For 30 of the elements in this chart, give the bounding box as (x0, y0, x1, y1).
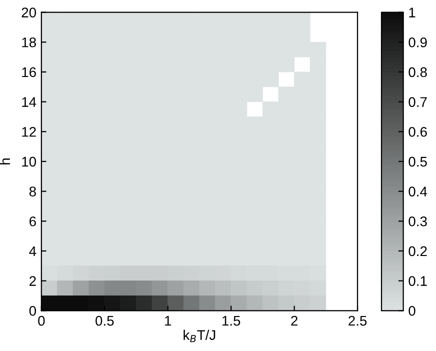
color-bar-label: 0.9 (408, 37, 427, 48)
color-bar-label: 0.1 (408, 276, 427, 286)
color-bar-label: 0.4 (408, 186, 428, 196)
y-tick-label: 14 (22, 97, 36, 107)
x-tick-label: 0.5 (96, 316, 114, 326)
color-bar-label: 0.3 (408, 216, 427, 226)
x-tick-label: 2 (291, 316, 298, 326)
color-bar-label: 0.8 (408, 67, 427, 78)
x-axis-title: k$_{B}$T/J (184, 330, 216, 342)
color-bar-label: 1 (409, 8, 416, 18)
y-tick-label: 10 (22, 156, 36, 167)
x-tick-label: 1.5 (222, 316, 240, 326)
y-tick-label: 16 (22, 67, 36, 78)
color-bar-label: 0.5 (408, 156, 427, 167)
x-tick-label: 1 (165, 316, 172, 326)
x-tick-label: 0 (38, 316, 45, 326)
color-bar-label: 0.2 (408, 246, 427, 256)
color-bar-label: 0.6 (408, 126, 427, 137)
color-bar-label: 0.7 (408, 97, 427, 107)
color-bar-label: 0 (408, 306, 416, 316)
y-tick-label: 12 (22, 126, 36, 137)
y-tick-label: 0 (29, 306, 36, 316)
y-tick-label: 18 (22, 37, 36, 48)
x-tick-label: 2.5 (348, 316, 367, 326)
y-tick-label: 6 (30, 216, 36, 226)
y-tick-label: 8 (29, 186, 36, 196)
y-tick-label: 20 (22, 8, 36, 18)
y-axis-title: h (0, 158, 10, 164)
y-tick-label: 2 (30, 276, 36, 286)
y-tick-label: 4 (29, 246, 36, 256)
